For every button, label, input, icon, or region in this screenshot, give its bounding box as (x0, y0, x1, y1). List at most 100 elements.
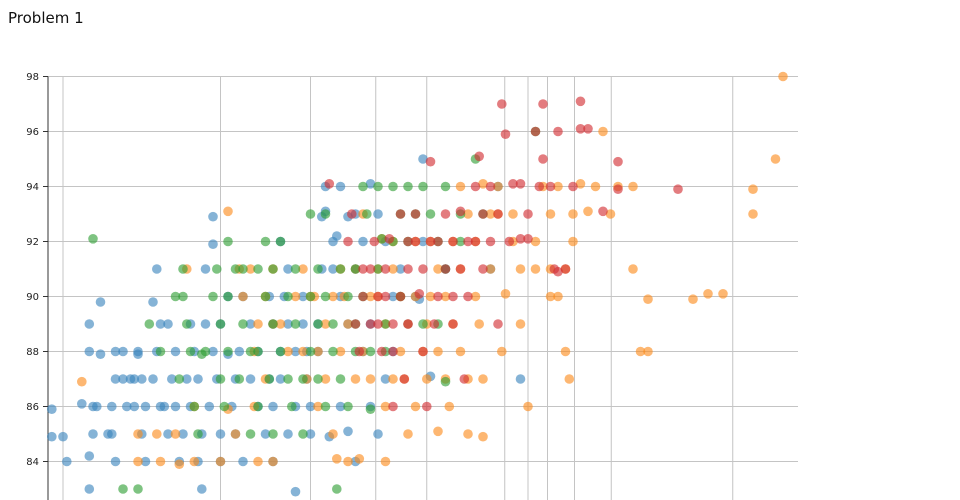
point-red-78 (613, 184, 623, 194)
point-red-6 (358, 291, 368, 302)
point-green-68 (362, 209, 372, 219)
point-red-52 (485, 236, 496, 247)
point-green-62 (343, 401, 353, 412)
point-blue-15 (107, 429, 117, 439)
point-orange-113 (553, 291, 563, 302)
point-orange-0 (77, 376, 87, 387)
point-orange-135 (770, 154, 781, 164)
point-orange-134 (748, 184, 758, 194)
point-orange-95 (485, 209, 496, 219)
point-blue-36 (155, 319, 166, 329)
point-blue-138 (515, 374, 526, 384)
point-green-9 (182, 319, 192, 329)
point-orange-100 (500, 289, 511, 299)
point-blue-1 (47, 431, 57, 442)
point-orange-40 (332, 454, 342, 464)
point-blue-96 (305, 429, 316, 439)
point-red-5 (358, 264, 368, 274)
point-blue-31 (140, 456, 151, 467)
point-red-54 (493, 319, 503, 329)
point-orange-19 (253, 319, 263, 329)
point-green-34 (264, 374, 275, 384)
point-green-88 (440, 181, 451, 192)
point-red-69 (553, 126, 563, 137)
point-orange-47 (350, 374, 361, 384)
point-orange-128 (643, 346, 653, 357)
point-blue-6 (84, 319, 95, 329)
point-orange-30 (298, 346, 308, 357)
point-blue-29 (137, 374, 147, 384)
point-red-36 (440, 264, 451, 274)
point-green-64 (350, 264, 361, 274)
point-orange-115 (560, 346, 571, 357)
point-green-69 (365, 346, 376, 357)
point-red-20 (395, 291, 406, 302)
point-blue-12 (95, 297, 106, 307)
point-green-19 (219, 401, 230, 412)
point-green-12 (193, 429, 203, 439)
point-orange-130 (688, 294, 698, 305)
point-red-27 (414, 289, 425, 299)
point-orange-39 (328, 429, 338, 439)
point-blue-122 (373, 209, 383, 219)
points-layer (47, 71, 788, 497)
point-green-27 (245, 346, 256, 357)
point-orange-44 (343, 319, 353, 329)
point-orange-129 (643, 294, 653, 305)
point-orange-57 (380, 401, 391, 412)
point-red-39 (448, 291, 458, 302)
point-blue-22 (122, 401, 132, 412)
point-orange-1 (133, 429, 143, 439)
point-red-30 (422, 401, 432, 412)
point-blue-110 (335, 401, 346, 412)
point-green-40 (283, 291, 293, 302)
point-blue-106 (328, 264, 338, 274)
point-green-52 (313, 374, 323, 384)
point-red-26 (410, 236, 421, 247)
point-red-4 (354, 346, 365, 357)
point-blue-17 (110, 374, 121, 384)
point-green-84 (418, 181, 428, 192)
point-red-29 (418, 346, 428, 357)
point-red-38 (448, 236, 458, 247)
point-red-60 (515, 234, 526, 244)
point-blue-38 (159, 401, 170, 412)
point-orange-4 (155, 456, 166, 467)
point-orange-116 (564, 374, 575, 384)
point-orange-63 (395, 346, 406, 357)
point-orange-37 (320, 374, 331, 384)
point-red-7 (365, 319, 376, 329)
point-green-92 (455, 236, 466, 247)
point-green-15 (208, 291, 218, 302)
point-red-48 (474, 151, 485, 162)
point-orange-35 (313, 401, 323, 412)
point-red-34 (433, 236, 443, 247)
point-orange-6 (174, 459, 185, 470)
point-blue-57 (208, 211, 218, 222)
point-orange-99 (497, 346, 507, 357)
point-green-32 (260, 236, 271, 247)
point-red-32 (425, 156, 436, 167)
point-red-53 (493, 209, 503, 219)
point-blue-13 (95, 349, 106, 360)
point-red-31 (425, 236, 436, 247)
point-blue-89 (290, 346, 301, 357)
point-blue-92 (298, 291, 308, 302)
point-orange-124 (605, 209, 616, 219)
point-green-51 (313, 319, 323, 329)
point-orange-102 (508, 209, 518, 219)
point-blue-91 (290, 486, 301, 497)
point-red-59 (515, 179, 526, 189)
point-blue-107 (332, 231, 342, 241)
point-green-28 (245, 429, 256, 439)
point-blue-5 (84, 346, 95, 357)
point-green-36 (268, 264, 278, 274)
point-orange-120 (583, 206, 593, 217)
point-blue-11 (92, 401, 102, 412)
point-red-33 (429, 319, 440, 329)
point-orange-5 (170, 429, 181, 439)
point-orange-111 (545, 291, 556, 302)
point-blue-55 (200, 264, 211, 274)
point-red-43 (459, 374, 470, 384)
point-red-25 (410, 209, 421, 219)
